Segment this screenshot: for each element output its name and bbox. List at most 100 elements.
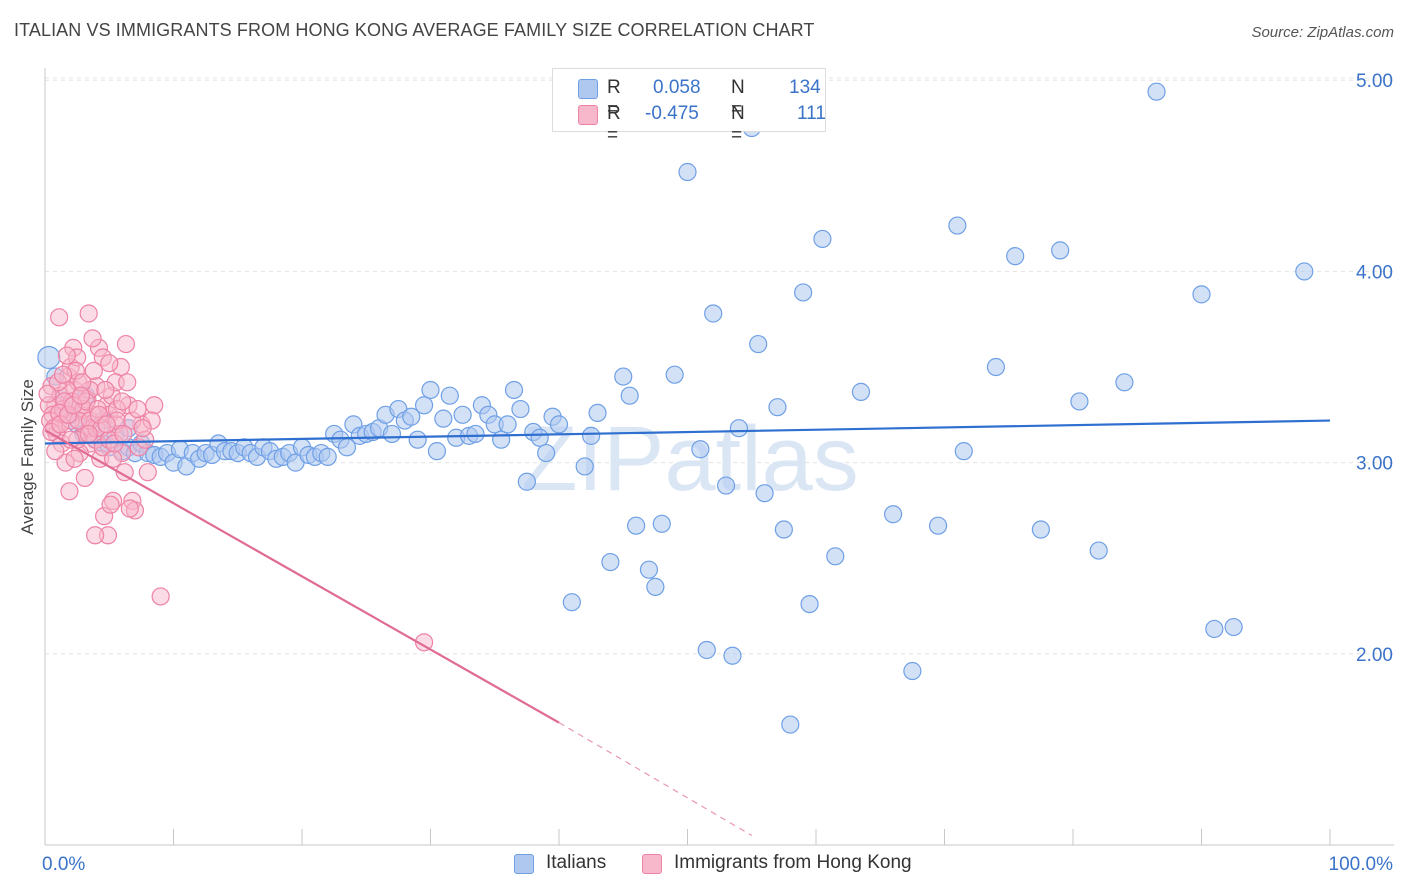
italians-point <box>883 505 903 524</box>
italians-trend-line <box>44 419 1331 445</box>
italians-point <box>1205 619 1224 639</box>
italians-point <box>723 646 742 665</box>
r-label: R = <box>607 77 621 120</box>
hong-kong-point <box>50 308 69 327</box>
r-value: -0.475 <box>645 103 699 124</box>
italians-point <box>549 415 569 434</box>
hong-kong-point <box>151 587 170 606</box>
y-axis-label: Average Family Size <box>18 379 37 535</box>
x-tick-label: 100.0% <box>1329 854 1394 875</box>
italians-point <box>774 520 793 539</box>
legend-swatch-blue <box>578 79 598 99</box>
italians-point <box>697 640 716 660</box>
hong-kong-trend-line <box>44 429 560 724</box>
italians-point <box>382 424 402 444</box>
italians-point <box>903 661 922 681</box>
hong-kong-point <box>86 526 105 545</box>
hong-kong-point <box>120 499 139 518</box>
italians-point <box>716 476 736 495</box>
x-tick-labels: 0.0% 100.0% <box>42 854 1393 875</box>
legend-swatch-pink <box>642 854 662 874</box>
italians-point <box>37 345 61 370</box>
italians-point <box>1147 82 1166 101</box>
hong-kong-point <box>57 346 76 365</box>
italians-point <box>678 162 697 182</box>
italians-point <box>1295 262 1314 281</box>
r-value: 0.058 <box>653 77 701 98</box>
italians-point <box>440 386 459 405</box>
watermark: ZIPatlas <box>521 408 858 510</box>
n-value: 134 <box>789 77 821 98</box>
italians-point <box>928 516 948 535</box>
italians-point <box>986 357 1006 377</box>
stats-legend: R = 0.058 N = 134 R = -0.475 N = 111 <box>552 68 826 146</box>
n-label: N = <box>731 77 745 120</box>
italians-point <box>601 552 620 572</box>
italians-point <box>954 442 973 461</box>
italians-point <box>1115 373 1134 392</box>
italians-point <box>1006 247 1025 266</box>
legend-label: Immigrants from Hong Kong <box>674 852 912 873</box>
italians-point <box>704 304 723 323</box>
italians-point <box>626 516 646 535</box>
y-tick-label: 4.00 <box>1356 262 1393 283</box>
hong-kong-point <box>96 380 115 400</box>
hong-kong-point <box>83 329 102 348</box>
hong-kong-point <box>60 482 79 501</box>
italians-point <box>1051 241 1070 260</box>
hong-kong-point <box>133 419 152 438</box>
italians-point <box>665 365 684 384</box>
hong-kong-point <box>53 365 73 384</box>
hong-kong-point <box>46 442 65 461</box>
italians-point <box>826 547 845 566</box>
hong-kong-trend-extension <box>558 722 753 836</box>
italians-point <box>614 367 633 386</box>
hong-kong-point <box>97 415 116 434</box>
italians-point <box>588 403 607 423</box>
hong-kong-point <box>84 361 103 380</box>
regression-lines <box>44 419 1331 836</box>
hong-kong-point <box>79 304 98 323</box>
y-tick-label: 2.00 <box>1356 645 1393 666</box>
italians-point <box>851 382 871 401</box>
hong-kong-point <box>114 424 133 444</box>
n-label: N = <box>731 103 745 146</box>
italians-point <box>800 594 819 614</box>
source-label: Source: ZipAtlas.com <box>1251 24 1394 41</box>
italians-point <box>639 560 659 579</box>
italians-point <box>691 440 710 459</box>
italians-point <box>421 380 440 400</box>
italians-point <box>318 447 337 466</box>
italians-point <box>517 472 536 491</box>
n-value: 111 <box>797 103 826 124</box>
axes <box>44 68 1394 846</box>
italians-point <box>414 396 434 415</box>
hong-kong-point <box>138 463 157 482</box>
y-tick-labels: 2.00 3.00 4.00 5.00 <box>1356 71 1393 666</box>
hong-kong-point <box>116 334 136 354</box>
grid-lines <box>45 77 1394 655</box>
italians-point <box>652 514 671 533</box>
italians-point <box>781 715 800 734</box>
hong-kong-point <box>71 386 91 405</box>
italians-point <box>1224 617 1243 637</box>
italians-point <box>1089 541 1108 560</box>
italians-point <box>755 484 774 503</box>
italians-point <box>434 409 453 428</box>
italians-point <box>948 216 967 235</box>
italians-point <box>729 419 749 438</box>
hong-kong-point <box>414 633 434 652</box>
italians-point <box>794 283 813 302</box>
italians-point <box>408 430 427 449</box>
italians-point <box>575 457 594 476</box>
legend-swatch-pink <box>578 105 598 125</box>
italians-point <box>453 405 472 424</box>
hong-kong-point <box>118 373 137 392</box>
italians-point <box>492 430 511 449</box>
italians-point <box>1031 520 1050 539</box>
x-tick-label: 0.0% <box>42 854 85 875</box>
hong-kong-point <box>100 354 119 373</box>
italians-point <box>537 443 556 463</box>
italians-point <box>749 334 768 354</box>
italians-point <box>562 593 581 612</box>
